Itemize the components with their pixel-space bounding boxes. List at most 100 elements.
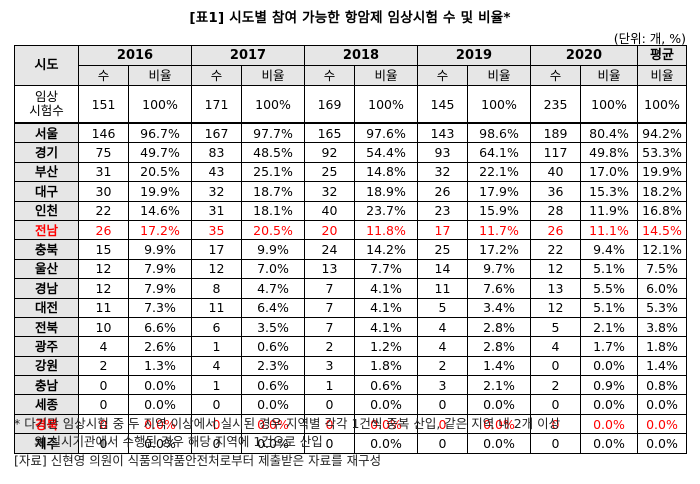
table-cell: 36 <box>530 181 581 202</box>
table-cell: 17.2% <box>128 219 192 241</box>
table-cell: 17.9% <box>467 181 531 202</box>
table-cell: 1.2% <box>354 336 418 357</box>
table-cell: 7 <box>304 278 355 299</box>
table-cell: 3 <box>417 375 468 396</box>
table-cell: 6.6% <box>128 316 192 338</box>
count-header: 수 <box>530 65 581 86</box>
table-cell: 14.5% <box>637 219 687 241</box>
table-cell: 0.0% <box>241 394 305 415</box>
ratio-header: 비율 <box>637 65 687 86</box>
table-cell: 1 <box>191 375 242 396</box>
table-cell: 0.6% <box>241 375 305 396</box>
table-cell: 4 <box>417 336 468 357</box>
table-cell: 4.1% <box>354 297 418 318</box>
table-cell: 1.3% <box>128 355 192 377</box>
table-cell: 0 <box>530 394 581 415</box>
table-cell: 12 <box>78 258 129 280</box>
table-cell: 2 <box>417 355 468 377</box>
table-cell: 43 <box>191 161 242 183</box>
table-cell: 4.1% <box>354 316 418 338</box>
table-cell: 25 <box>417 239 468 260</box>
table-cell: 100% <box>467 85 531 124</box>
average-header: 평균 <box>637 45 687 66</box>
table-cell: 5.1% <box>580 297 638 318</box>
table-cell: 14.6% <box>128 200 192 221</box>
count-header: 수 <box>78 65 129 86</box>
table-cell: 25.1% <box>241 161 305 183</box>
table-cell: 0 <box>191 394 242 415</box>
table-cell: 0.0% <box>637 433 687 454</box>
table-cell: 3.8% <box>637 316 687 338</box>
table-cell: 83 <box>191 142 242 163</box>
region-name: 대전 <box>14 297 79 318</box>
table-cell: 117 <box>530 142 581 163</box>
table-cell: 12 <box>191 258 242 280</box>
table-cell: 28 <box>530 200 581 221</box>
table-cell: 19.9% <box>128 181 192 202</box>
table-cell: 167 <box>191 122 242 144</box>
table-cell: 7.5% <box>637 258 687 280</box>
table-cell: 1.4% <box>637 355 687 377</box>
table-cell: 0.6% <box>241 336 305 357</box>
table-row: 전남 26 17.2% 35 20.5% 20 11.8% 17 11.7% 26 11.1% 14.… <box>14 219 687 241</box>
table-row: 경북 0 0.0% 0 0.0% 0 0.0% 0 0.0% 0 0.0% 0.0% <box>14 413 687 435</box>
table-row: 대전 11 7.3% 11 6.4% 7 4.1% 5 3.4% 12 5.1% 5.3% <box>14 297 687 318</box>
table-cell: 171 <box>191 85 242 124</box>
year-header: 2020 <box>530 45 638 66</box>
region-name: 경남 <box>14 278 79 299</box>
total-trials-row: 임상 시험수 151 100% 171 100% 169 100% 145 10… <box>14 85 687 124</box>
table-cell: 13 <box>304 258 355 280</box>
table-cell: 0.0% <box>128 433 192 454</box>
table-cell: 2.1% <box>467 375 531 396</box>
table-cell: 1 <box>304 375 355 396</box>
table-cell: 22.1% <box>467 161 531 183</box>
ratio-header: 비율 <box>580 65 638 86</box>
table-cell: 2.3% <box>241 355 305 377</box>
table-cell: 0.0% <box>354 433 418 454</box>
table-row: 제주 0 0.0% 0 0.0% 0 0.0% 0 0.0% 0 0.0% 0.0% <box>14 433 687 454</box>
table-cell: 189 <box>530 122 581 144</box>
table-cell: 0.0% <box>637 413 687 435</box>
table-cell: 0 <box>530 355 581 377</box>
table-cell: 0.0% <box>467 413 531 435</box>
footnote-line1: * 다기관 임상시험 중 두 지역 이상에서 실시된 경우 지역별 각각 1건씩… <box>14 416 561 431</box>
table-cell: 26 <box>417 181 468 202</box>
table-cell: 7.9% <box>128 258 192 280</box>
table-cell: 0.8% <box>637 375 687 396</box>
table-cell: 17.0% <box>580 161 638 183</box>
table-cell: 0.0% <box>467 433 531 454</box>
table-cell: 0.6% <box>354 375 418 396</box>
table-cell: 97.6% <box>354 122 418 144</box>
table-cell: 22 <box>530 239 581 260</box>
region-header: 시도 <box>14 45 79 86</box>
table-cell: 4 <box>417 316 468 338</box>
table-cell: 5.3% <box>637 297 687 318</box>
table-cell: 97.7% <box>241 122 305 144</box>
count-header: 수 <box>191 65 242 86</box>
region-name: 강원 <box>14 355 79 377</box>
table-cell: 2.8% <box>467 316 531 338</box>
year-header: 2017 <box>191 45 305 66</box>
region-name: 서울 <box>14 122 79 144</box>
count-header: 수 <box>304 65 355 86</box>
table-cell: 53.3% <box>637 142 687 163</box>
table-cell: 11 <box>78 297 129 318</box>
table-row: 인천 22 14.6% 31 18.1% 40 23.7% 23 15.9% 28 11.9% 16.… <box>14 200 687 221</box>
table-cell: 11.8% <box>354 219 418 241</box>
table-cell: 17 <box>417 219 468 241</box>
table-cell: 31 <box>78 161 129 183</box>
table-cell: 20.5% <box>241 219 305 241</box>
table-cell: 11 <box>191 297 242 318</box>
table-cell: 11.9% <box>580 200 638 221</box>
table-cell: 0.0% <box>580 433 638 454</box>
table-cell: 12.1% <box>637 239 687 260</box>
table-cell: 169 <box>304 85 355 124</box>
table-cell: 145 <box>417 85 468 124</box>
table-cell: 32 <box>304 181 355 202</box>
table-cell: 18.2% <box>637 181 687 202</box>
table-cell: 0.0% <box>580 394 638 415</box>
table-row: 대구 30 19.9% 32 18.7% 32 18.9% 26 17.9% 36 15.3% 18.… <box>14 181 687 202</box>
table-cell: 7.9% <box>128 278 192 299</box>
table-cell: 0.0% <box>354 394 418 415</box>
table-cell: 4 <box>191 355 242 377</box>
